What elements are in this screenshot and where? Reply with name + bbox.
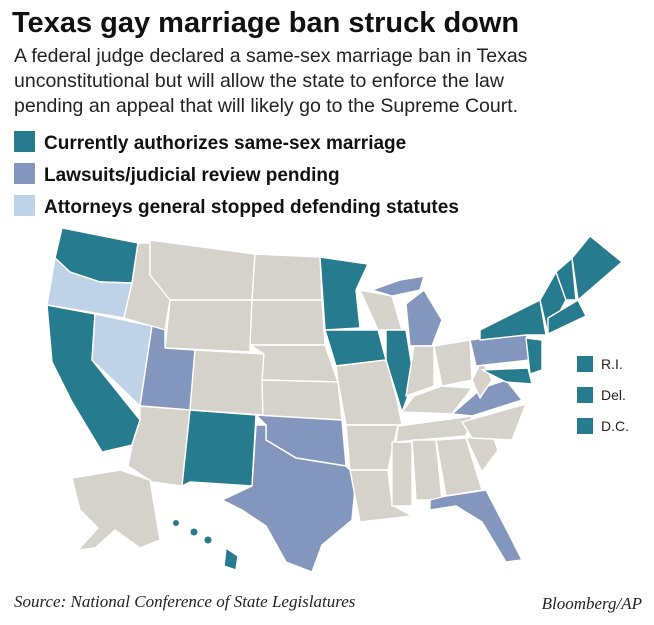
description-line: unconstitutional but will allow the stat… <box>14 70 505 92</box>
state <box>349 469 413 523</box>
legend: Currently authorizes same-sex marriage La… <box>14 131 459 218</box>
state <box>371 275 425 297</box>
source: Source: National Conference of State Leg… <box>14 592 356 611</box>
us-map <box>46 227 623 573</box>
state <box>359 289 403 331</box>
state <box>571 235 623 301</box>
legend-label: Attorneys general stopped defending stat… <box>44 197 459 218</box>
state <box>405 345 435 397</box>
state <box>461 403 527 441</box>
state <box>173 520 179 526</box>
state <box>525 337 543 375</box>
legend-swatch <box>14 163 35 184</box>
state <box>471 359 493 399</box>
callouts: R.I. Del. D.C. <box>577 356 629 434</box>
callout-swatch <box>577 387 593 403</box>
state <box>433 339 473 387</box>
state <box>555 257 577 301</box>
title: Texas gay marriage ban struck down <box>12 7 519 39</box>
state <box>261 379 343 421</box>
credit: Bloomberg/AP <box>542 594 642 613</box>
state <box>164 299 253 353</box>
state <box>223 547 239 571</box>
state <box>189 349 265 416</box>
state <box>395 415 473 443</box>
legend-label: Lawsuits/judicial review pending <box>44 165 340 186</box>
state <box>319 256 369 331</box>
state <box>190 528 198 536</box>
state <box>391 441 413 507</box>
state <box>345 424 399 471</box>
description-line: pending an appeal that will likely go to… <box>14 95 518 117</box>
legend-swatch <box>14 131 35 152</box>
state <box>479 299 547 341</box>
state <box>249 344 339 383</box>
state <box>249 299 326 346</box>
callout-label: R.I. <box>601 356 623 372</box>
state <box>204 536 212 544</box>
description-line: A federal judge declared a same-sex marr… <box>14 45 528 67</box>
state <box>251 253 323 301</box>
legend-swatch <box>14 195 35 216</box>
state <box>149 239 256 301</box>
legend-label: Currently authorizes same-sex marriage <box>44 133 406 154</box>
callout-swatch <box>577 418 593 434</box>
state <box>71 469 161 551</box>
callout-label: D.C. <box>601 418 629 434</box>
callout-swatch <box>577 356 593 372</box>
callout-label: Del. <box>601 387 626 403</box>
state <box>401 385 473 415</box>
state <box>405 289 443 347</box>
state <box>547 299 587 335</box>
state <box>481 367 533 385</box>
state <box>429 489 523 563</box>
state <box>181 409 257 487</box>
state <box>221 424 357 573</box>
